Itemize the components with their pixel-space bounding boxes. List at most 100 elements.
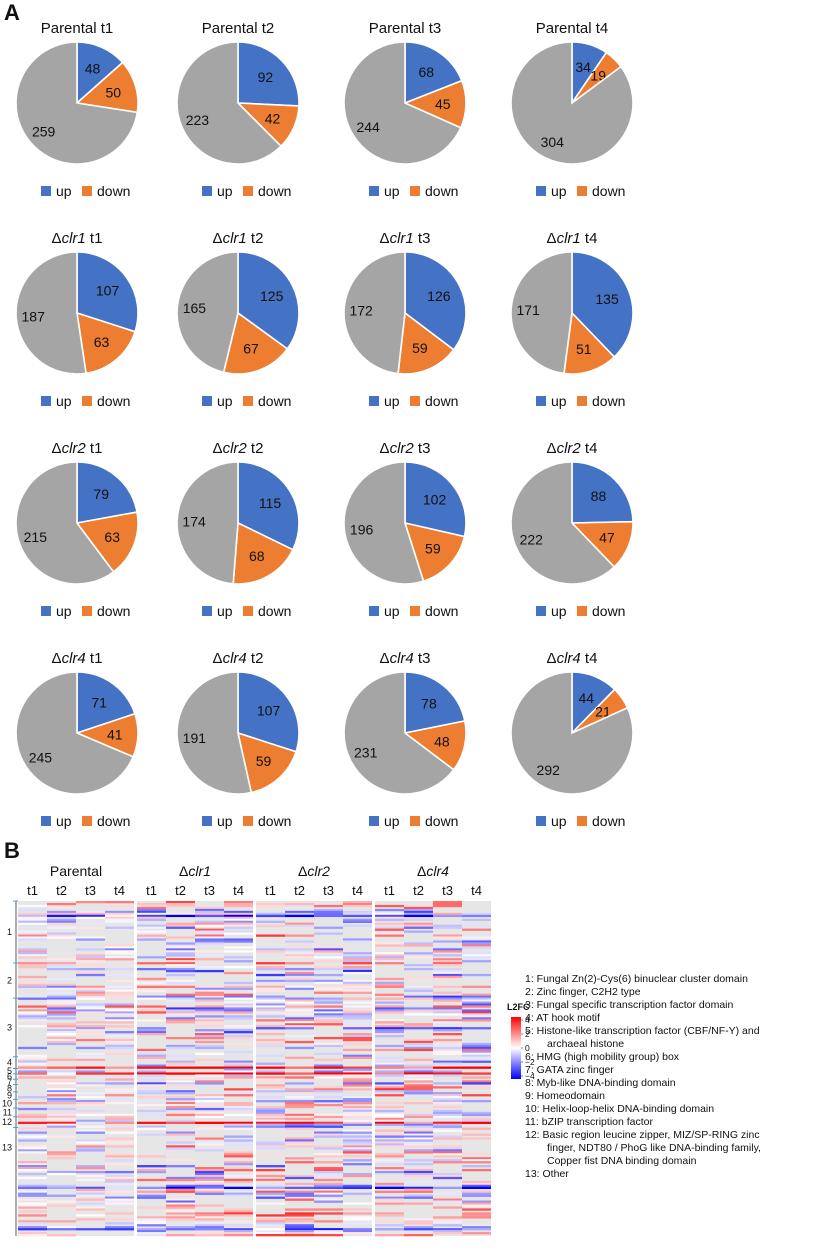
heatmap-cell [47, 1017, 76, 1020]
heatmap-cell [314, 1088, 343, 1091]
heatmap-cell [224, 1125, 253, 1128]
heatmap-cell [375, 1062, 404, 1065]
heatmap-cell [18, 1135, 47, 1138]
heatmap-cell [137, 1074, 166, 1077]
heatmap-cell [285, 1076, 314, 1079]
heatmap-cell [433, 1094, 462, 1097]
heatmap-cell [105, 1117, 134, 1121]
pie-slice-down [75, 61, 139, 114]
heatmap-cell [166, 950, 195, 953]
heatmap-cell [404, 1220, 433, 1223]
heatmap-cell [404, 942, 433, 945]
heatmap-cell [224, 1210, 253, 1213]
heatmap-cell [314, 1021, 343, 1024]
heatmap-cell [76, 1102, 105, 1105]
cluster-legend-entry: Copper fist DNA binding domain [547, 1155, 697, 1167]
heatmap-cell [343, 1113, 372, 1117]
heatmap-cell [18, 1107, 47, 1111]
heatmap-cell [47, 1023, 76, 1026]
legend-up-label: up [217, 393, 233, 409]
heatmap-cell [137, 1216, 166, 1219]
heatmap-cell [137, 924, 166, 927]
heatmap-cell [195, 1174, 224, 1178]
heatmap-cell [285, 922, 314, 925]
heatmap-cell [343, 1159, 372, 1162]
heatmap-cell [314, 960, 343, 963]
heatmap-cell [462, 1182, 491, 1186]
heatmap-cell [285, 1121, 314, 1124]
heatmap-cell [343, 985, 372, 989]
heatmap-cell [18, 1113, 47, 1117]
heatmap-cell [224, 1064, 253, 1067]
heatmap-cell [343, 979, 372, 983]
heatmap-cell [256, 1038, 285, 1042]
heatmap-cell [137, 1218, 166, 1221]
heatmap-cell [195, 1029, 224, 1032]
heatmap-cell [433, 1135, 462, 1138]
heatmap-cell [285, 1218, 314, 1221]
heatmap-cell [314, 1167, 343, 1170]
heatmap-cell [47, 906, 76, 910]
heatmap-cell [137, 1194, 166, 1197]
heatmap-cell [433, 1005, 462, 1008]
heatmap-cell [343, 918, 372, 922]
heatmap-cell [343, 1121, 372, 1124]
heatmap-cell [256, 1027, 285, 1030]
heatmap-column-label: t3 [85, 883, 96, 898]
heatmap-cell [18, 1206, 47, 1209]
heatmap-cell [404, 912, 433, 916]
heatmap-cell [433, 926, 462, 929]
heatmap-cell [314, 914, 343, 918]
pie-slice-up [404, 671, 466, 734]
heatmap-cell [433, 1228, 462, 1231]
heatmap-cell [76, 1084, 105, 1087]
heatmap-cell [47, 1013, 76, 1016]
heatmap-cell [462, 1017, 491, 1020]
heatmap-cell [76, 1011, 105, 1014]
heatmap-cell [105, 1017, 134, 1020]
heatmap-cell [195, 928, 224, 931]
heatmap-cell [433, 1161, 462, 1164]
heatmap-cell [18, 1046, 47, 1050]
legend-up-label: up [551, 183, 567, 199]
heatmap-cell [256, 973, 285, 977]
heatmap-cell [224, 1230, 253, 1233]
heatmap-cell [18, 1121, 47, 1124]
heatmap-cell [47, 1092, 76, 1095]
heatmap-cell [18, 1169, 47, 1172]
heatmap-cell [462, 1100, 491, 1103]
heatmap-group-separator [134, 897, 137, 1240]
heatmap-cell [433, 1121, 462, 1124]
heatmap-cell [343, 1100, 372, 1103]
heatmap-cell [105, 1182, 134, 1186]
heatmap-cell [105, 1090, 134, 1093]
heatmap-cell [18, 1054, 47, 1057]
heatmap-cell [343, 1078, 372, 1081]
heatmap-cell [105, 1113, 134, 1117]
pie-value-label: 126 [427, 288, 451, 304]
heatmap-cell [105, 1119, 134, 1123]
heatmap-cell [166, 1218, 195, 1221]
heatmap-cell [137, 1054, 166, 1057]
heatmap-cell [47, 1125, 76, 1128]
heatmap-cell [404, 1005, 433, 1008]
heatmap-cell [285, 1017, 314, 1020]
heatmap-cell [195, 1204, 224, 1207]
heatmap-cell [166, 1141, 195, 1144]
heatmap-cell [433, 1216, 462, 1219]
heatmap-cell [195, 1066, 224, 1069]
heatmap-cell [404, 1023, 433, 1026]
heatmap-cell [166, 973, 195, 977]
heatmap-cell [105, 1186, 134, 1190]
heatmap-cell [462, 1216, 491, 1219]
heatmap-cell [137, 1056, 166, 1059]
heatmap-cell [137, 938, 166, 941]
heatmap-cell [433, 1129, 462, 1132]
heatmap-cell [433, 1082, 462, 1085]
heatmap-cell [375, 1212, 404, 1215]
legend-up-swatch [41, 396, 51, 406]
heatmap-cell [343, 960, 372, 963]
heatmap-cell [462, 995, 491, 998]
